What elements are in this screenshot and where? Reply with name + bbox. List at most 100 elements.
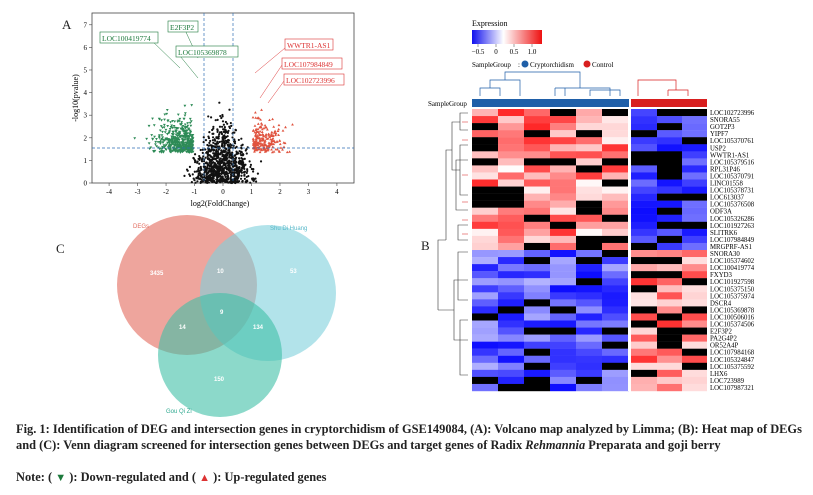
gene-label: DSCR4 bbox=[710, 300, 732, 307]
heatmap-cell bbox=[550, 179, 576, 187]
gene-label: LOC105376508 bbox=[710, 202, 755, 209]
volcano-point-ns bbox=[204, 148, 207, 151]
volcano-point-down bbox=[188, 132, 191, 135]
volcano-point-down bbox=[169, 151, 173, 154]
heatmap-cell bbox=[682, 250, 707, 258]
volcano-point-ns bbox=[212, 125, 215, 128]
volcano-point-ns bbox=[215, 167, 218, 170]
volcano-point-down bbox=[165, 133, 169, 136]
heatmap-cell bbox=[524, 299, 550, 307]
heatmap-cell bbox=[631, 369, 657, 378]
heatmap-cell bbox=[602, 320, 629, 328]
volcano-point-down bbox=[171, 141, 174, 144]
gene-label: USP2 bbox=[710, 145, 726, 152]
volcano-point-ns bbox=[207, 148, 210, 152]
heatmap-cell bbox=[657, 320, 682, 328]
heatmap-cell bbox=[498, 214, 524, 222]
volcano-point-down bbox=[160, 137, 164, 141]
heatmap-cell bbox=[657, 116, 682, 124]
heatmap-cell bbox=[576, 165, 602, 173]
volcano-point-ns bbox=[208, 165, 212, 168]
volcano-point-down bbox=[182, 138, 185, 141]
volcano-point-ns bbox=[205, 161, 208, 164]
heatmap-cell bbox=[657, 200, 682, 208]
heatmap-cell bbox=[576, 158, 602, 166]
gene-label: FXYD3 bbox=[710, 272, 733, 279]
heatmap-cell bbox=[631, 137, 657, 145]
heatmap-cell bbox=[657, 144, 682, 152]
volcano-point-ns bbox=[190, 181, 193, 184]
heatmap-cell bbox=[631, 383, 657, 392]
volcano-point-ns bbox=[220, 172, 223, 175]
heatmap-cell bbox=[550, 221, 576, 230]
heatmap-cell bbox=[631, 341, 657, 349]
volcano-point-ns bbox=[222, 162, 226, 166]
caption-fig: Fig. 1: bbox=[16, 422, 53, 436]
legend-tick-label: 0 bbox=[494, 48, 498, 56]
volcano-point-ns bbox=[224, 153, 227, 156]
volcano-point-up bbox=[265, 148, 269, 152]
heatmap-cell bbox=[631, 348, 657, 356]
heatmap-cell bbox=[631, 235, 657, 244]
volcano-point-ns bbox=[193, 159, 197, 162]
heatmap-cell bbox=[682, 193, 707, 201]
volcano-point-ns bbox=[223, 135, 226, 138]
heatmap-cell bbox=[602, 228, 629, 237]
volcano-point-ns bbox=[211, 132, 214, 135]
heatmap-cell bbox=[472, 235, 498, 244]
heatmap-cell bbox=[682, 109, 707, 117]
heatmap-cell bbox=[657, 355, 682, 363]
volcano-point-ns bbox=[213, 154, 216, 157]
heatmap-col-gap bbox=[628, 250, 631, 391]
volcano-point-down bbox=[186, 142, 190, 145]
volcano-point-up bbox=[258, 139, 262, 143]
volcano-ytick-label: 4 bbox=[84, 89, 88, 97]
heatmap-cell bbox=[631, 151, 657, 159]
volcano-point-ns bbox=[219, 157, 222, 160]
volcano-xlabel: log2(FoldChange) bbox=[191, 199, 250, 208]
heatmap-cell bbox=[472, 383, 498, 392]
heatmap-cell bbox=[498, 362, 524, 371]
volcano-point-ns bbox=[255, 180, 258, 183]
volcano-point-ns bbox=[218, 166, 221, 169]
heatmap-cell bbox=[498, 334, 524, 342]
heatmap-cell bbox=[498, 151, 524, 159]
volcano-point-up bbox=[273, 131, 277, 134]
volcano-point-ns bbox=[206, 153, 209, 156]
volcano-point-ns bbox=[223, 125, 226, 129]
volcano-point-down bbox=[170, 138, 174, 141]
heatmap-cell bbox=[524, 250, 550, 258]
heatmap-cell bbox=[524, 341, 550, 349]
heatmap-cell bbox=[472, 137, 498, 145]
volcano-point-ns bbox=[222, 149, 225, 152]
volcano-point-down bbox=[190, 136, 194, 139]
volcano-point-up bbox=[262, 138, 265, 142]
heatmap-cell bbox=[524, 348, 550, 356]
volcano-point-down bbox=[159, 141, 163, 144]
volcano-point-up bbox=[266, 128, 269, 131]
heatmap-cell bbox=[498, 200, 524, 208]
volcano-point-ns bbox=[228, 144, 231, 148]
volcano-point-ns bbox=[226, 160, 229, 163]
venn-count-center: 9 bbox=[220, 310, 224, 316]
volcano-point-up bbox=[291, 123, 294, 126]
volcano-point-ns bbox=[216, 150, 219, 153]
heatmap-cell bbox=[602, 214, 629, 222]
volcano-point-up bbox=[264, 135, 268, 139]
heatmap-cell bbox=[550, 250, 576, 258]
volcano-point-up bbox=[258, 129, 262, 133]
venn-count-shu-gou: 134 bbox=[253, 325, 264, 331]
volcano-point-ns bbox=[196, 160, 199, 163]
volcano-point-ns bbox=[232, 160, 236, 163]
heatmap-cell bbox=[472, 271, 498, 279]
heatmap-cell bbox=[550, 355, 576, 363]
volcano-point-up bbox=[274, 147, 278, 151]
heatmap-cell bbox=[524, 278, 550, 286]
volcano-point-down bbox=[167, 138, 170, 141]
heatmap-cell bbox=[631, 250, 657, 258]
volcano-point-down bbox=[183, 123, 187, 126]
volcano-point-ns bbox=[201, 151, 204, 155]
volcano-point-down bbox=[168, 130, 171, 133]
heatmap-cell bbox=[550, 306, 576, 314]
column-dendrogram-control bbox=[637, 79, 689, 96]
